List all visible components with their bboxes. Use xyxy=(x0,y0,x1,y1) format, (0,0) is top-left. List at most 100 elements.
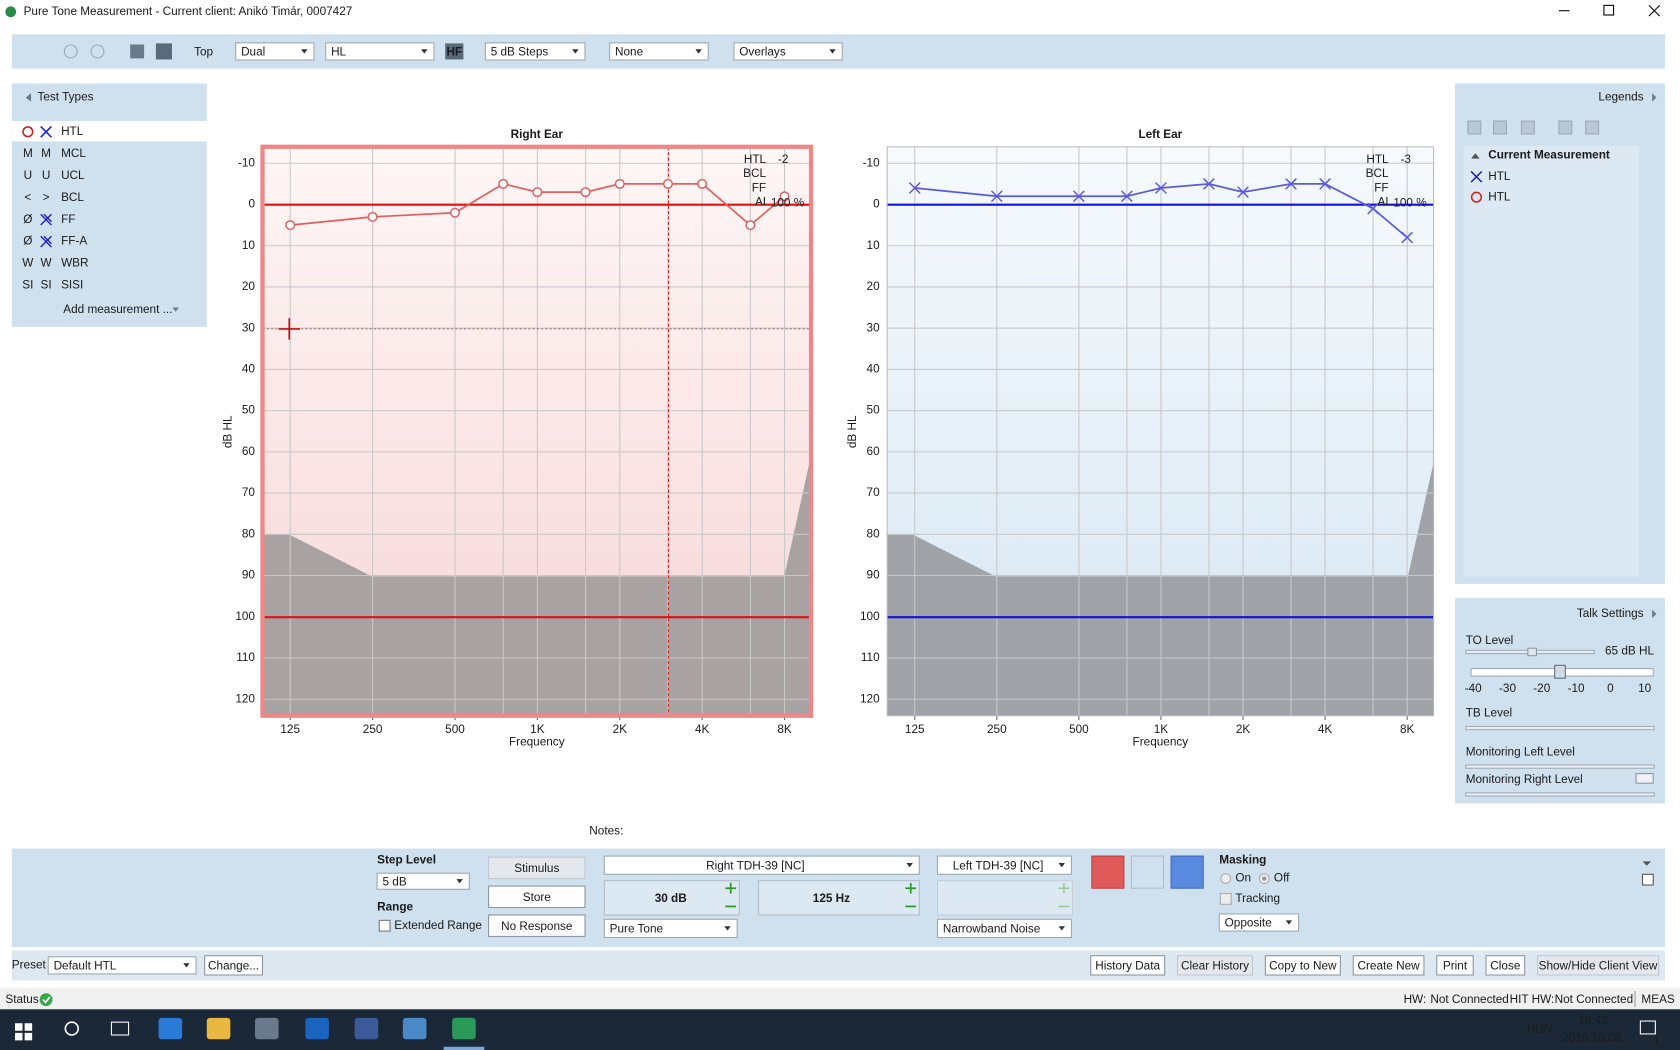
dropdown[interactable] xyxy=(376,872,470,890)
radio-dot xyxy=(1262,876,1267,881)
tool-button[interactable] xyxy=(1093,899,1119,925)
button[interactable] xyxy=(488,914,586,937)
detach-icon[interactable] xyxy=(1641,873,1654,886)
test-type[interactable]: BCL xyxy=(61,191,84,204)
dropdown[interactable] xyxy=(325,42,435,61)
slider[interactable] xyxy=(1465,725,1655,731)
radio-label: On xyxy=(1235,872,1251,885)
radio[interactable] xyxy=(1220,873,1232,884)
symbol: SI xyxy=(22,279,33,292)
test-type[interactable]: UCL xyxy=(61,169,85,182)
button xyxy=(1536,955,1660,976)
dropdown[interactable] xyxy=(235,42,315,61)
button[interactable] xyxy=(204,955,264,976)
dropdown[interactable] xyxy=(936,855,1072,875)
test-type[interactable]: MCL xyxy=(61,147,86,160)
symbol: > xyxy=(43,191,50,204)
undo-icon[interactable] xyxy=(63,44,78,59)
panel-menu[interactable] xyxy=(1642,861,1652,866)
button[interactable] xyxy=(1090,955,1166,976)
right-ear-button[interactable] xyxy=(1091,855,1125,889)
add-measurement[interactable]: Add measurement ... xyxy=(63,303,172,316)
tool-button[interactable] xyxy=(1164,899,1189,925)
y-tick-label: 90 xyxy=(867,569,881,582)
test-type[interactable]: SISI xyxy=(61,279,83,292)
legend-tool[interactable] xyxy=(1558,120,1573,135)
dropdown-arrow xyxy=(724,926,731,931)
button[interactable] xyxy=(1352,955,1425,976)
dropdown[interactable] xyxy=(733,42,843,61)
undo-icon[interactable] xyxy=(90,44,105,59)
dropdown[interactable] xyxy=(1218,913,1300,932)
test-type[interactable]: FF-A xyxy=(61,235,87,248)
plus-button[interactable] xyxy=(725,882,737,894)
dropdown-value: Opposite xyxy=(1225,917,1273,930)
button-label[interactable]: Print xyxy=(1443,960,1468,973)
close-window[interactable] xyxy=(1648,4,1661,17)
test-type[interactable]: WBR xyxy=(61,257,88,270)
dropdown[interactable] xyxy=(936,918,1072,939)
dropdown[interactable] xyxy=(603,918,738,939)
button-label[interactable]: Create New xyxy=(1358,960,1421,973)
print-icon[interactable] xyxy=(130,44,145,59)
test-type[interactable]: HTL xyxy=(61,125,84,138)
taskbar-app[interactable] xyxy=(255,1017,279,1040)
button-label[interactable]: Copy to New xyxy=(1269,960,1337,973)
dropdown[interactable] xyxy=(484,42,586,61)
legend-tool[interactable] xyxy=(1493,120,1507,135)
help-icon[interactable] xyxy=(155,43,172,60)
plus-button[interactable] xyxy=(905,882,917,894)
slider[interactable] xyxy=(1465,792,1655,797)
taskbar-app[interactable] xyxy=(354,1017,379,1040)
link-icon[interactable] xyxy=(1635,773,1654,784)
taskbar-app[interactable] xyxy=(206,1017,231,1040)
taskbar-app[interactable] xyxy=(158,1017,183,1040)
data-point xyxy=(697,178,708,189)
test-type[interactable]: FF xyxy=(61,213,75,226)
help-button[interactable] xyxy=(1170,855,1204,889)
restore[interactable] xyxy=(1603,4,1615,16)
checkbox[interactable] xyxy=(378,919,391,932)
plus-button[interactable] xyxy=(1058,882,1070,894)
button-label[interactable]: No Response xyxy=(501,920,573,933)
taskbar-app[interactable] xyxy=(402,1017,427,1040)
dropdown[interactable] xyxy=(47,956,197,975)
legend-tool[interactable] xyxy=(1585,120,1600,135)
button-label[interactable]: Close xyxy=(1490,960,1521,973)
slider-thumb[interactable] xyxy=(1527,647,1537,657)
data-point xyxy=(1072,190,1085,203)
top-button[interactable] xyxy=(193,43,214,60)
hf-button[interactable] xyxy=(445,43,464,60)
tool-button[interactable] xyxy=(1128,899,1154,925)
task-view[interactable] xyxy=(110,1021,130,1036)
button[interactable] xyxy=(1436,955,1474,976)
legend-tool[interactable] xyxy=(1520,120,1535,135)
legend-tool[interactable] xyxy=(1467,120,1482,135)
button-label[interactable]: Change... xyxy=(208,960,259,973)
checkbox[interactable] xyxy=(1219,893,1232,905)
data-point xyxy=(908,182,921,194)
frequency-box xyxy=(758,880,920,916)
selected-item[interactable] xyxy=(11,121,207,142)
search[interactable] xyxy=(64,1021,80,1036)
dropdown-value: Overlays xyxy=(739,46,786,59)
clock-time: 19:42 xyxy=(1578,1014,1607,1027)
chart-title: Left Ear xyxy=(1138,128,1182,141)
both-ears-button[interactable] xyxy=(1130,855,1165,889)
button-label[interactable]: Store xyxy=(523,891,552,904)
button-label[interactable]: History Data xyxy=(1095,960,1160,973)
summary-label: FF xyxy=(1374,181,1388,194)
dropdown[interactable] xyxy=(603,855,920,875)
taskbar-app[interactable] xyxy=(452,1017,476,1040)
slider[interactable] xyxy=(1465,764,1655,769)
button[interactable] xyxy=(1485,955,1526,976)
preset-label: Preset xyxy=(12,958,47,971)
taskbar-app[interactable] xyxy=(305,1017,329,1040)
y-axis-label: dB HL xyxy=(846,415,859,448)
dropdown[interactable] xyxy=(609,42,709,61)
action-center[interactable] xyxy=(1639,1020,1656,1035)
start-button[interactable] xyxy=(15,1023,33,1041)
button[interactable] xyxy=(1264,955,1341,976)
slider-thumb[interactable] xyxy=(1554,664,1566,679)
button[interactable] xyxy=(488,885,586,909)
